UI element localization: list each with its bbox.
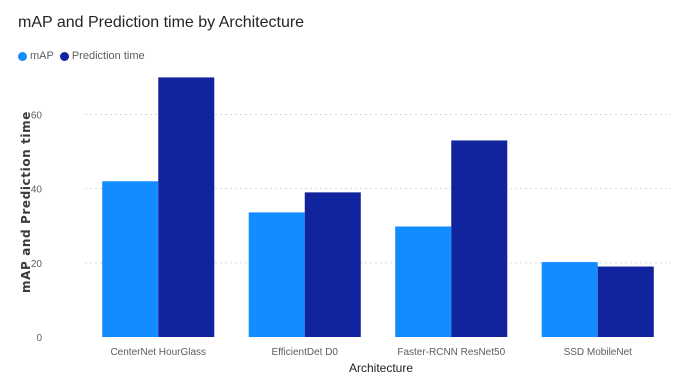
y-axis: 0 20 40 60 xyxy=(31,111,43,345)
legend-item-map[interactable]: mAP xyxy=(18,50,54,62)
y-axis-title: mAP and Prediction time xyxy=(19,111,33,293)
bar-map[interactable] xyxy=(102,181,159,337)
y-tick-label: 40 xyxy=(31,185,43,196)
y-tick-label: 20 xyxy=(31,259,43,270)
legend-marker-map xyxy=(18,51,27,61)
legend-item-prediction-time[interactable]: Prediction time xyxy=(59,50,145,62)
bar-prediction-time[interactable] xyxy=(597,266,654,337)
bar-prediction-time[interactable] xyxy=(158,77,215,338)
legend-label-map: mAP xyxy=(30,50,54,62)
bar-prediction-time[interactable] xyxy=(304,192,361,337)
y-tick-label: 0 xyxy=(36,333,42,344)
x-tick-label: SSD MobileNet xyxy=(564,347,633,358)
legend-marker-prediction-time xyxy=(59,51,69,61)
y-tick-label: 60 xyxy=(31,111,43,122)
bars xyxy=(102,77,654,338)
bar-prediction-time[interactable] xyxy=(451,140,508,337)
bar-map[interactable] xyxy=(541,262,598,337)
legend-label-prediction-time: Prediction time xyxy=(71,50,145,62)
x-axis-title: Architecture xyxy=(349,361,413,375)
chart-title: mAP and Prediction time by Architecture xyxy=(18,14,305,31)
x-tick-label: CenterNet HourGlass xyxy=(110,347,206,358)
x-axis: CenterNet HourGlass EfficientDet D0 Faster… xyxy=(110,347,632,358)
legend: mAP Prediction time xyxy=(18,50,151,62)
bar-map[interactable] xyxy=(395,226,452,337)
bar-map[interactable] xyxy=(248,212,305,337)
x-tick-label: EfficientDet D0 xyxy=(271,347,338,358)
x-tick-label: Faster-RCNN ResNet50 xyxy=(397,347,505,358)
